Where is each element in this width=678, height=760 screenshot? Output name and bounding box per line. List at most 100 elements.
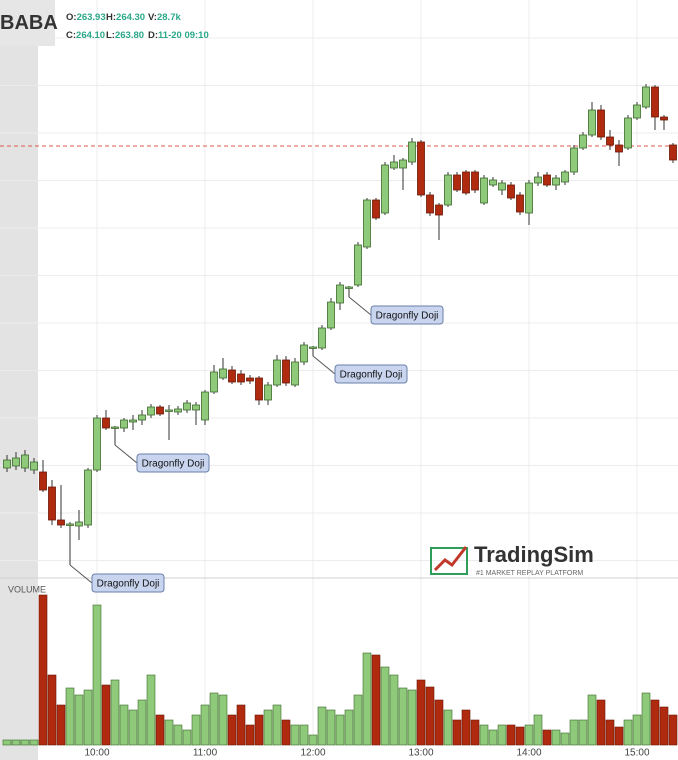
candle-body: [633, 104, 641, 119]
volume-label: VOLUME: [8, 584, 46, 594]
candle-body: [417, 141, 425, 196]
volume-bar: [11, 739, 21, 746]
volume-bar: [488, 729, 498, 746]
candle-body: [615, 144, 623, 153]
candle-body: [219, 368, 227, 379]
field-value: 263.80: [114, 30, 145, 41]
open-field: O:263.93: [66, 12, 106, 23]
candle-body: [471, 171, 479, 191]
candle-body: [660, 116, 668, 121]
candle-body: [345, 286, 353, 289]
annotation-pointer: [348, 296, 372, 316]
volume-bar: [659, 706, 669, 746]
volume-bar: [461, 709, 471, 746]
field-label: V:: [148, 12, 157, 23]
candle-body: [525, 182, 533, 214]
x-tick-label: 15:00: [624, 748, 649, 759]
volume-bar: [470, 719, 480, 746]
logo-frame: [430, 547, 468, 575]
volume-bar: [173, 724, 183, 746]
candle-body: [597, 109, 605, 138]
volume-bar: [56, 704, 66, 746]
candle-body: [192, 404, 200, 411]
volume-bar: [668, 714, 678, 746]
field-label: D:: [148, 30, 159, 41]
candle-body: [156, 406, 164, 415]
candle-body: [390, 161, 398, 169]
candle-body: [651, 86, 659, 118]
x-tick-label: 13:00: [408, 748, 433, 759]
volume-bar: [47, 674, 57, 746]
candle-body: [318, 327, 326, 349]
volume-bar: [38, 594, 48, 746]
volume-bar: [146, 674, 156, 746]
symbol: BABA: [0, 0, 58, 46]
volume-bar: [209, 692, 219, 746]
field-value: 28.7k: [156, 12, 181, 23]
candle-body: [210, 371, 218, 393]
annotation-box: [334, 364, 408, 384]
field-value: 263.93: [76, 12, 106, 23]
candle-body: [363, 199, 371, 248]
candle-body: [246, 377, 254, 382]
volume-bar: [623, 719, 633, 746]
candle-body: [57, 519, 65, 526]
x-tick-label: 10:00: [84, 748, 109, 759]
volume-bar: [227, 714, 237, 746]
candle-body: [552, 177, 560, 186]
high-field: H:264.30: [106, 12, 145, 23]
annotation-pointer: [114, 444, 138, 464]
candle-body: [669, 144, 677, 161]
candle-body: [165, 409, 173, 412]
annotation-pointer: [69, 564, 93, 584]
candle-body: [66, 523, 74, 526]
volume-bar: [218, 694, 228, 746]
volume-bar: [200, 704, 210, 746]
candle-body: [561, 171, 569, 183]
candle-body: [120, 419, 128, 429]
volume-bar: [155, 714, 165, 746]
volume-bar: [164, 719, 174, 746]
volume-bar: [2, 739, 12, 746]
volume-bar: [74, 694, 84, 746]
candle-body: [255, 377, 263, 401]
candle-body: [3, 459, 11, 469]
candle-body: [381, 164, 389, 214]
candle-body: [453, 174, 461, 191]
volume-field: V:28.7k: [148, 12, 181, 23]
volume-bar: [353, 694, 363, 746]
candle-body: [435, 204, 443, 216]
candle-body: [624, 117, 632, 149]
volume-bar: [641, 692, 651, 746]
candle-body: [354, 244, 362, 286]
candle-body: [30, 461, 38, 471]
volume-bar: [272, 704, 282, 746]
candle-body: [606, 136, 614, 146]
volume-bar: [29, 739, 39, 746]
volume-bar: [605, 719, 615, 746]
field-value: 11-20 09:10: [158, 30, 209, 41]
volume-bar: [236, 704, 246, 746]
annotation-label: Dragonfly Doji: [376, 311, 439, 322]
volume-bar: [389, 674, 399, 746]
candle-body: [543, 174, 551, 186]
candle-body: [642, 86, 650, 108]
volume-bar: [299, 724, 309, 746]
field-label: O:: [66, 12, 77, 23]
annotation-label: Dragonfly Doji: [142, 459, 205, 470]
x-tick-label: 11:00: [193, 748, 218, 759]
candle-body: [291, 361, 299, 386]
volume-bar: [101, 684, 111, 746]
volume-bar: [371, 654, 381, 746]
volume-bar: [524, 724, 534, 746]
volume-bar: [290, 724, 300, 746]
candle-body: [507, 184, 515, 199]
volume-bar: [515, 726, 525, 746]
volume-bar: [83, 689, 93, 746]
candle-body: [282, 359, 290, 384]
candle-body: [588, 109, 596, 136]
volume-bar: [416, 679, 426, 746]
volume-bar: [65, 687, 75, 746]
volume-bar: [632, 714, 642, 746]
